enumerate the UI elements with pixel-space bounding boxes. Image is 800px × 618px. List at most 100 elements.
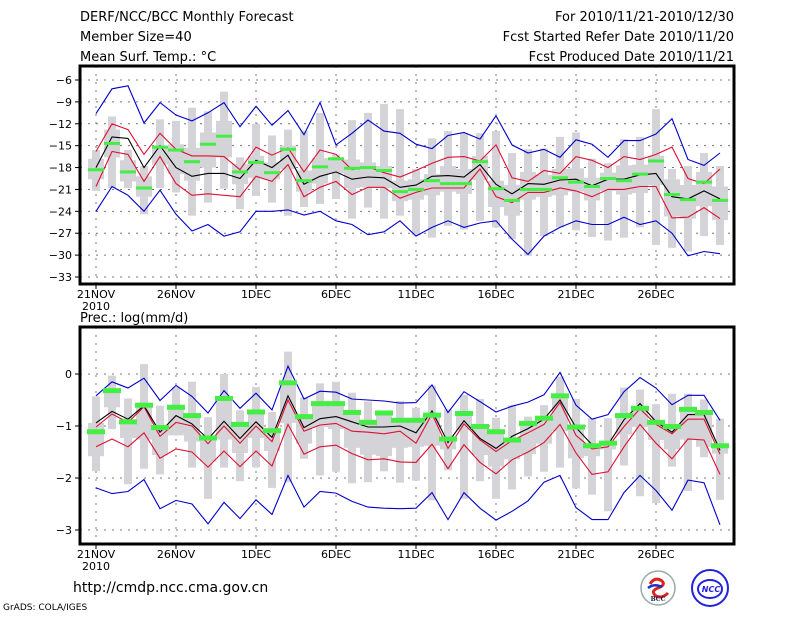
temp-median-bar (136, 186, 152, 190)
precip-plot-frame (78, 325, 736, 546)
temp-ytick-label: −33 (49, 271, 72, 284)
precip-median-bar (215, 395, 233, 401)
precip-iqr-box (536, 417, 552, 444)
forecast-period: For 2010/11/21-2010/12/30 (555, 10, 734, 25)
temp-xtick-label: 21DEC (557, 288, 594, 301)
temp-iqr-box (664, 179, 680, 217)
temp-median-bar (312, 165, 328, 169)
temp-median-bar (168, 148, 184, 152)
temp-iqr-box (232, 163, 248, 185)
precip-median-bar (87, 429, 105, 435)
temp-median-bar (456, 182, 472, 186)
temp-range-bar (332, 154, 340, 199)
temp-median-bar (248, 160, 264, 164)
temp-median-bar (424, 179, 440, 183)
temp-range-bar (364, 112, 372, 208)
precip-median-bar (615, 413, 633, 419)
temp-median-bar (200, 142, 216, 146)
temp-median-bar (696, 180, 712, 184)
bcc-logo-text: BCC (651, 596, 666, 603)
source-url[interactable]: http://cmdp.ncc.cma.gov.cn (73, 580, 269, 596)
temp-median-bar (472, 160, 488, 164)
precip-median-bar (167, 404, 185, 410)
precip-year-label: 2010 (82, 560, 110, 573)
temp-plot-frame (78, 64, 736, 286)
precip-xtick-label: 21DEC (557, 548, 594, 561)
temp-iqr-box (648, 155, 664, 186)
precip-iqr-box (664, 426, 680, 450)
precip-median-bar (247, 409, 265, 415)
precip-median-bar (631, 405, 649, 411)
temp-median-bar (440, 182, 456, 186)
precip-iqr-box (248, 411, 264, 438)
temp-sd-lower-line (95, 150, 721, 220)
temp-median-bar (712, 198, 728, 202)
precip-median-bar (551, 393, 569, 399)
precip-median-bar (295, 414, 313, 420)
temp-median-bar (632, 172, 648, 176)
temp-median-bar (344, 166, 360, 170)
temp-iqr-box (344, 159, 360, 188)
temp-xtick-label: 26DEC (637, 288, 674, 301)
temp-iqr-box (568, 168, 584, 192)
temp-median-bar (104, 141, 120, 145)
precip-ytick-label: −3 (56, 524, 72, 537)
precip-iqr-box (344, 411, 360, 448)
temp-median-bar (152, 145, 168, 149)
temp-median-bar (232, 170, 248, 174)
precip-xtick-label: 6DEC (321, 548, 351, 561)
precip-median-bar (119, 419, 137, 425)
precip-sd-lower-line (95, 423, 721, 475)
temp-ytick-label: −27 (49, 227, 72, 240)
temp-median-bar (280, 147, 296, 151)
precip-panel-title: Prec.: log(mm/d) (80, 311, 189, 326)
ncc-logo: NCC (691, 569, 729, 607)
precip-iqr-box (152, 427, 168, 456)
temp-range-bar (492, 131, 500, 228)
temp-max-line (95, 85, 721, 167)
temp-median-bar (120, 170, 136, 174)
precip-median-bar (135, 402, 153, 408)
precip-iqr-box (392, 419, 408, 448)
precip-median-bar (439, 436, 457, 442)
precip-median-bar (183, 413, 201, 419)
temp-ytick-label: −21 (49, 183, 72, 196)
temp-median-bar (680, 198, 696, 202)
temp-median-bar (328, 157, 344, 161)
precip-median-bar (103, 388, 121, 394)
temp-median-bar (568, 180, 584, 184)
temp-iqr-box (696, 171, 712, 207)
temp-median-bar (408, 187, 424, 191)
ncc-logo-text: NCC (702, 585, 721, 594)
precip-sd-upper-line (95, 398, 721, 455)
temp-median-bar (504, 198, 520, 202)
precip-iqr-box (696, 411, 712, 447)
precip-range-bar (604, 418, 612, 512)
temp-median-bar (648, 159, 664, 163)
precip-iqr-box (520, 422, 536, 455)
temp-iqr-box (328, 160, 344, 174)
precip-iqr-box (568, 426, 584, 459)
precip-median-bar (231, 421, 249, 427)
precip-median-bar (391, 417, 409, 423)
temp-median-bar (360, 166, 376, 170)
temp-range-bar (604, 163, 612, 241)
precip-xtick-label: 26DEC (637, 548, 674, 561)
precip-median-bar (455, 411, 473, 417)
header-left: DERF/NCC/BCC Monthly Forecast Member Siz… (80, 9, 294, 69)
temp-range-bar (524, 149, 532, 256)
grads-credit: GrADS: COLA/IGES (3, 603, 88, 613)
temp-median-bar (88, 168, 104, 172)
precip-median-bar (471, 424, 489, 430)
precip-range-bar (636, 389, 644, 497)
temp-iqr-box (424, 174, 440, 196)
precip-iqr-box (504, 439, 520, 460)
temp-median-bar (216, 134, 232, 138)
precip-median-bar (663, 424, 681, 430)
precip-range-bar (460, 394, 468, 499)
precip-median-bar (311, 401, 329, 407)
precip-iqr-box (280, 381, 296, 423)
temp-year-label: 2010 (82, 300, 110, 313)
temp-median-bar (616, 179, 632, 183)
variable-label: Mean Surf. Temp.: °C (80, 50, 217, 65)
